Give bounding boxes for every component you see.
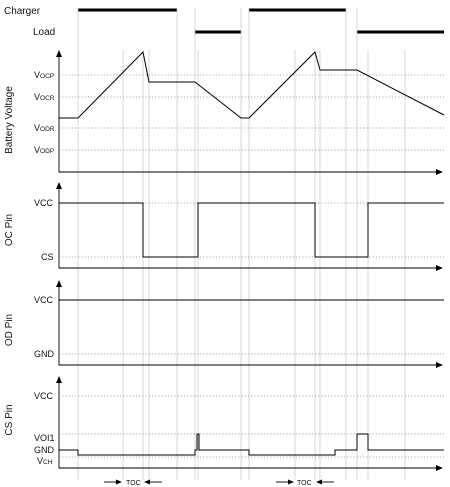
od-gnd-label: GND [34,349,55,359]
vodr-label: VODR [34,123,55,133]
od-vcc-label: VCC [34,295,54,305]
battery-y-arrow [56,50,62,57]
oc-x-arrow [436,265,443,271]
oc-y-arrow [56,182,62,189]
battery-voltage-waveform [59,50,445,119]
battery-voltage-panel: Battery Voltage VOCP VOCR VODR VODP [4,50,445,175]
od-axes [58,282,440,366]
oc-pin-axis-label: OC Pin [4,214,15,246]
od-pin-panel: OD Pin VCC GND [4,280,444,368]
oc-pin-waveform [59,202,444,258]
toc-annotation-1: TOC [104,479,162,487]
vocr-label: VOCR [34,92,55,102]
vocp-label: VOCP [34,70,54,80]
cs-vch-label: VCH [37,456,53,466]
oc-pin-panel: OC Pin VCC CS [4,182,444,271]
load-label: Load [33,27,55,38]
cs-gnd-label: GND [34,445,55,455]
cs-pin-waveform [59,433,444,456]
cs-x-arrow [436,465,443,471]
toc-annotation-2: TOC [276,479,334,487]
cs-voi1-label: VOI1 [34,433,55,443]
cs-y-arrow [56,376,62,383]
time-guides [77,8,406,480]
cs-pin-axis-label: CS Pin [4,404,15,435]
vodp-label: VODP [34,145,54,155]
oc-vcc-label: VCC [34,198,54,208]
battery-voltage-axis-label: Battery Voltage [4,86,15,154]
od-y-arrow [56,280,62,287]
toc-label-2: TOC [297,480,312,487]
oc-axes [58,184,440,269]
cs-pin-panel: CS Pin VCC VOI1 GND VCH [4,376,444,471]
battery-x-arrow [436,169,443,175]
cs-vcc-label: VCC [34,391,54,401]
oc-cs-label: CS [41,252,54,262]
toc-label-1: TOC [126,480,141,487]
charger-label: Charger [4,6,41,17]
od-pin-axis-label: OD Pin [4,314,15,346]
battery-axes [58,52,440,173]
cs-axes [58,378,440,469]
od-x-arrow [436,362,443,368]
